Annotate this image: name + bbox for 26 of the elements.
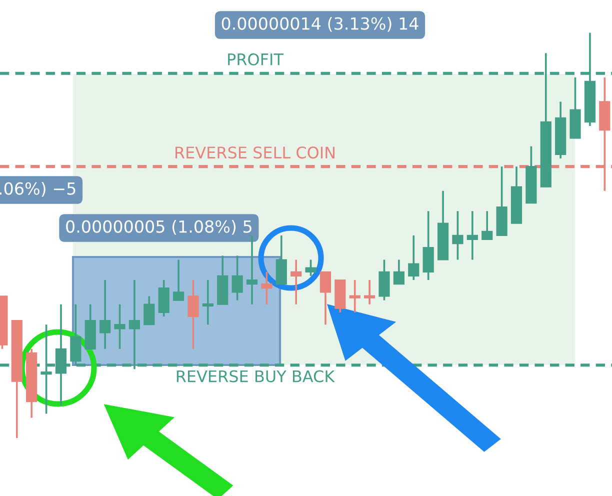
annotation: .06%) −5	[0, 182, 76, 197]
candlestick	[364, 279, 376, 306]
candlestick	[100, 279, 111, 350]
candlestick	[408, 234, 420, 281]
candlestick	[172, 258, 184, 302]
candlestick	[261, 271, 272, 306]
ref-line-label: REVERSE SELL COIN	[176, 146, 334, 159]
candlestick	[305, 258, 316, 277]
candlestick	[114, 303, 126, 350]
candlestick	[232, 254, 243, 302]
candlestick	[482, 210, 493, 240]
candlestick	[452, 210, 464, 261]
ref-line-label: REVERSE BUY BACK	[176, 370, 335, 382]
candlestick	[393, 258, 404, 285]
candlestick	[466, 210, 478, 261]
candlestick	[320, 271, 332, 326]
annotation: 0.00000005 (1.08%) 5	[66, 220, 252, 235]
candlestick	[144, 295, 155, 326]
candlestick	[349, 279, 360, 314]
text: 0.00000014 (3.13%) 14	[222, 16, 418, 32]
candlestick	[128, 279, 140, 370]
ref-line-label: PROFIT	[228, 53, 284, 66]
candlestick	[188, 279, 199, 350]
candlestick	[290, 258, 302, 306]
candlestick	[246, 234, 258, 306]
candlestick	[202, 279, 214, 326]
